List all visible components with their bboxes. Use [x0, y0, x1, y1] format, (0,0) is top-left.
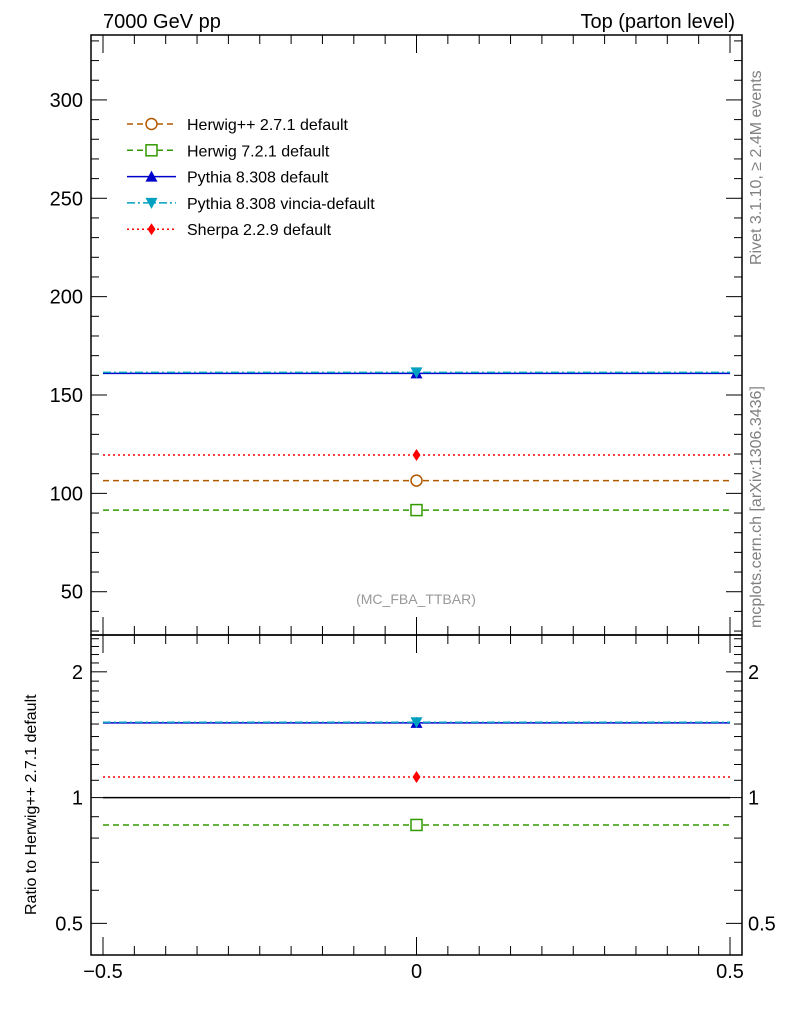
legend-marker-sherpa: [147, 223, 156, 236]
main-y-tick-label: 100: [50, 483, 83, 505]
series-marker-herwigpp: [410, 474, 423, 487]
series-marker-vincia: [410, 367, 423, 379]
series-marker-sherpa: [412, 771, 421, 784]
series-marker-sherpa: [412, 449, 421, 461]
x-tick-label: 0: [411, 961, 422, 983]
mcplots-reference-label: mcplots.cern.ch [arXiv:1306.3436]: [748, 386, 765, 628]
legend-label-herwig7: Herwig 7.2.1 default: [187, 143, 330, 160]
x-tick-label: 0.5: [716, 961, 744, 983]
legend-label-pythia: Pythia 8.308 default: [187, 170, 329, 187]
series-marker-herwig7: [410, 818, 423, 832]
series-marker-vincia: [410, 717, 423, 729]
legend-label-vincia: Pythia 8.308 vincia-default: [187, 196, 375, 213]
analysis-annotation: (MC_FBA_TTBAR): [356, 591, 476, 607]
ratio-y-tick-label-left: 0.5: [55, 913, 83, 935]
ratio-y-tick-label-right: 1: [748, 788, 759, 810]
ratio-plot-frame: [90, 634, 743, 956]
rivet-version-label: Rivet 3.1.10, ≥ 2.4M events: [748, 70, 765, 265]
legend: Herwig++ 2.7.1 default Herwig 7.2.1 defau…: [127, 117, 375, 239]
ratio-y-tick-label-right: 0.5: [748, 913, 776, 935]
main-y-ticks: 50 100 150 200 250 300: [50, 40, 742, 632]
x-tick-label: −0.5: [83, 961, 122, 983]
main-series: [103, 367, 730, 517]
header-left-label: 7000 GeV pp: [103, 11, 221, 33]
main-y-tick-label: 300: [50, 90, 83, 112]
series-marker-herwig7: [410, 503, 423, 517]
main-y-tick-label: 150: [50, 385, 83, 407]
ratio-y-ticks: 0.5 0.5 1 1 2 2: [55, 638, 776, 935]
legend-label-herwigpp: Herwig++ 2.7.1 default: [187, 117, 349, 134]
legend-marker-pythia: [145, 170, 158, 182]
legend-marker-vincia: [145, 197, 158, 209]
x-ticks: −0.5 0 0.5: [83, 35, 744, 983]
ratio-y-axis-label: Ratio to Herwig++ 2.7.1 default: [23, 694, 40, 915]
ratio-y-tick-label-left: 1: [72, 788, 83, 810]
main-y-tick-label: 200: [50, 287, 83, 309]
ratio-y-tick-label-left: 2: [72, 662, 83, 684]
main-y-tick-label: 50: [61, 582, 83, 604]
header-right-label: Top (parton level): [580, 11, 735, 33]
legend-marker-herwigpp: [145, 117, 158, 131]
ratio-series: [103, 716, 730, 832]
main-y-tick-label: 250: [50, 188, 83, 210]
ratio-y-tick-label-right: 2: [748, 662, 759, 684]
legend-marker-herwig7: [145, 144, 158, 157]
legend-label-sherpa: Sherpa 2.2.9 default: [187, 222, 332, 239]
